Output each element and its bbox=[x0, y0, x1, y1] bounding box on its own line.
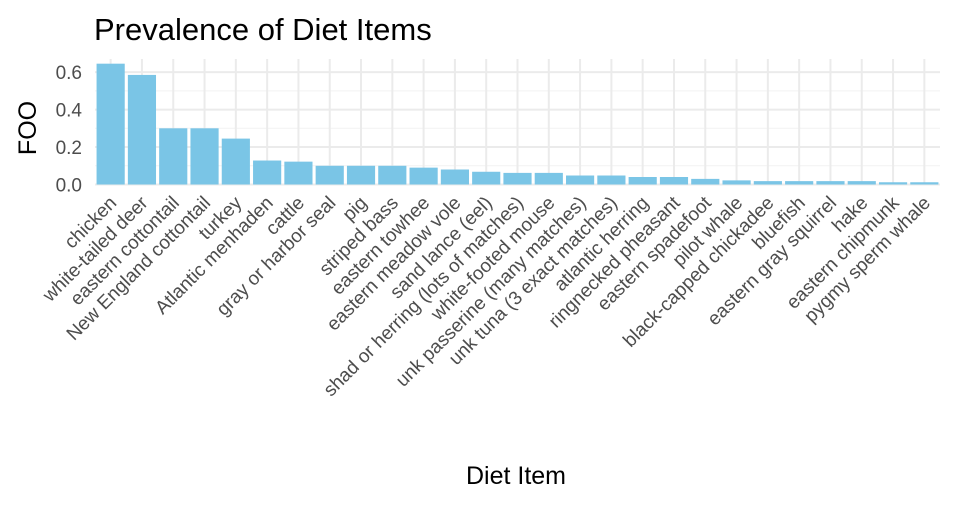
bar-unk-passerine-many-matches bbox=[566, 175, 595, 185]
chart-title: Prevalence of Diet Items bbox=[94, 12, 432, 47]
bar-new-england-cottontail bbox=[190, 128, 219, 185]
bar-eastern-spadefoot bbox=[691, 178, 720, 185]
bar-ringnecked-pheasant bbox=[659, 177, 689, 185]
y-tick-label: 0.4 bbox=[56, 101, 83, 122]
y-tick-label: 0.0 bbox=[56, 176, 82, 197]
bar-pygmy-sperm-whale bbox=[910, 182, 939, 185]
bar-eastern-meadow-vole bbox=[440, 169, 469, 185]
bar-shad-or-herring-lots-of-matches bbox=[503, 172, 532, 185]
bar-white-footed-mouse bbox=[534, 172, 563, 185]
bar-eastern-chipmunk bbox=[878, 182, 908, 185]
bar-unk-tuna-3-exact-matches bbox=[597, 175, 626, 185]
y-axis-title: FOO bbox=[14, 101, 42, 155]
bar-hake bbox=[847, 181, 876, 185]
bar-pilot-whale bbox=[722, 180, 751, 185]
bar-pig bbox=[346, 165, 376, 185]
bar-eastern-towhee bbox=[409, 167, 438, 185]
bar-eastern-gray-squirrel bbox=[816, 181, 845, 185]
bar-cattle bbox=[284, 161, 313, 185]
bar-atlantic-herring bbox=[628, 177, 657, 185]
bar-striped-bass bbox=[378, 165, 407, 185]
y-tick-label: 0.2 bbox=[56, 138, 82, 159]
bar-black-capped-chickadee bbox=[753, 181, 782, 185]
bar-bluefish bbox=[785, 181, 814, 185]
bar-white-tailed-deer bbox=[127, 74, 157, 185]
x-axis-title: Diet Item bbox=[466, 462, 566, 490]
y-axis-ticks: 0.0 0.2 0.4 0.6 bbox=[56, 63, 83, 196]
bar-chicken bbox=[96, 63, 125, 185]
bar-eastern-cottontail bbox=[159, 128, 188, 185]
bar-sand-lance-eel bbox=[472, 171, 501, 185]
y-tick-label: 0.6 bbox=[56, 63, 82, 84]
bar-gray-or-harbor-seal bbox=[315, 165, 344, 185]
bar-atlantic-menhaden bbox=[253, 160, 282, 185]
bars bbox=[96, 63, 939, 185]
bar-turkey bbox=[221, 138, 250, 185]
